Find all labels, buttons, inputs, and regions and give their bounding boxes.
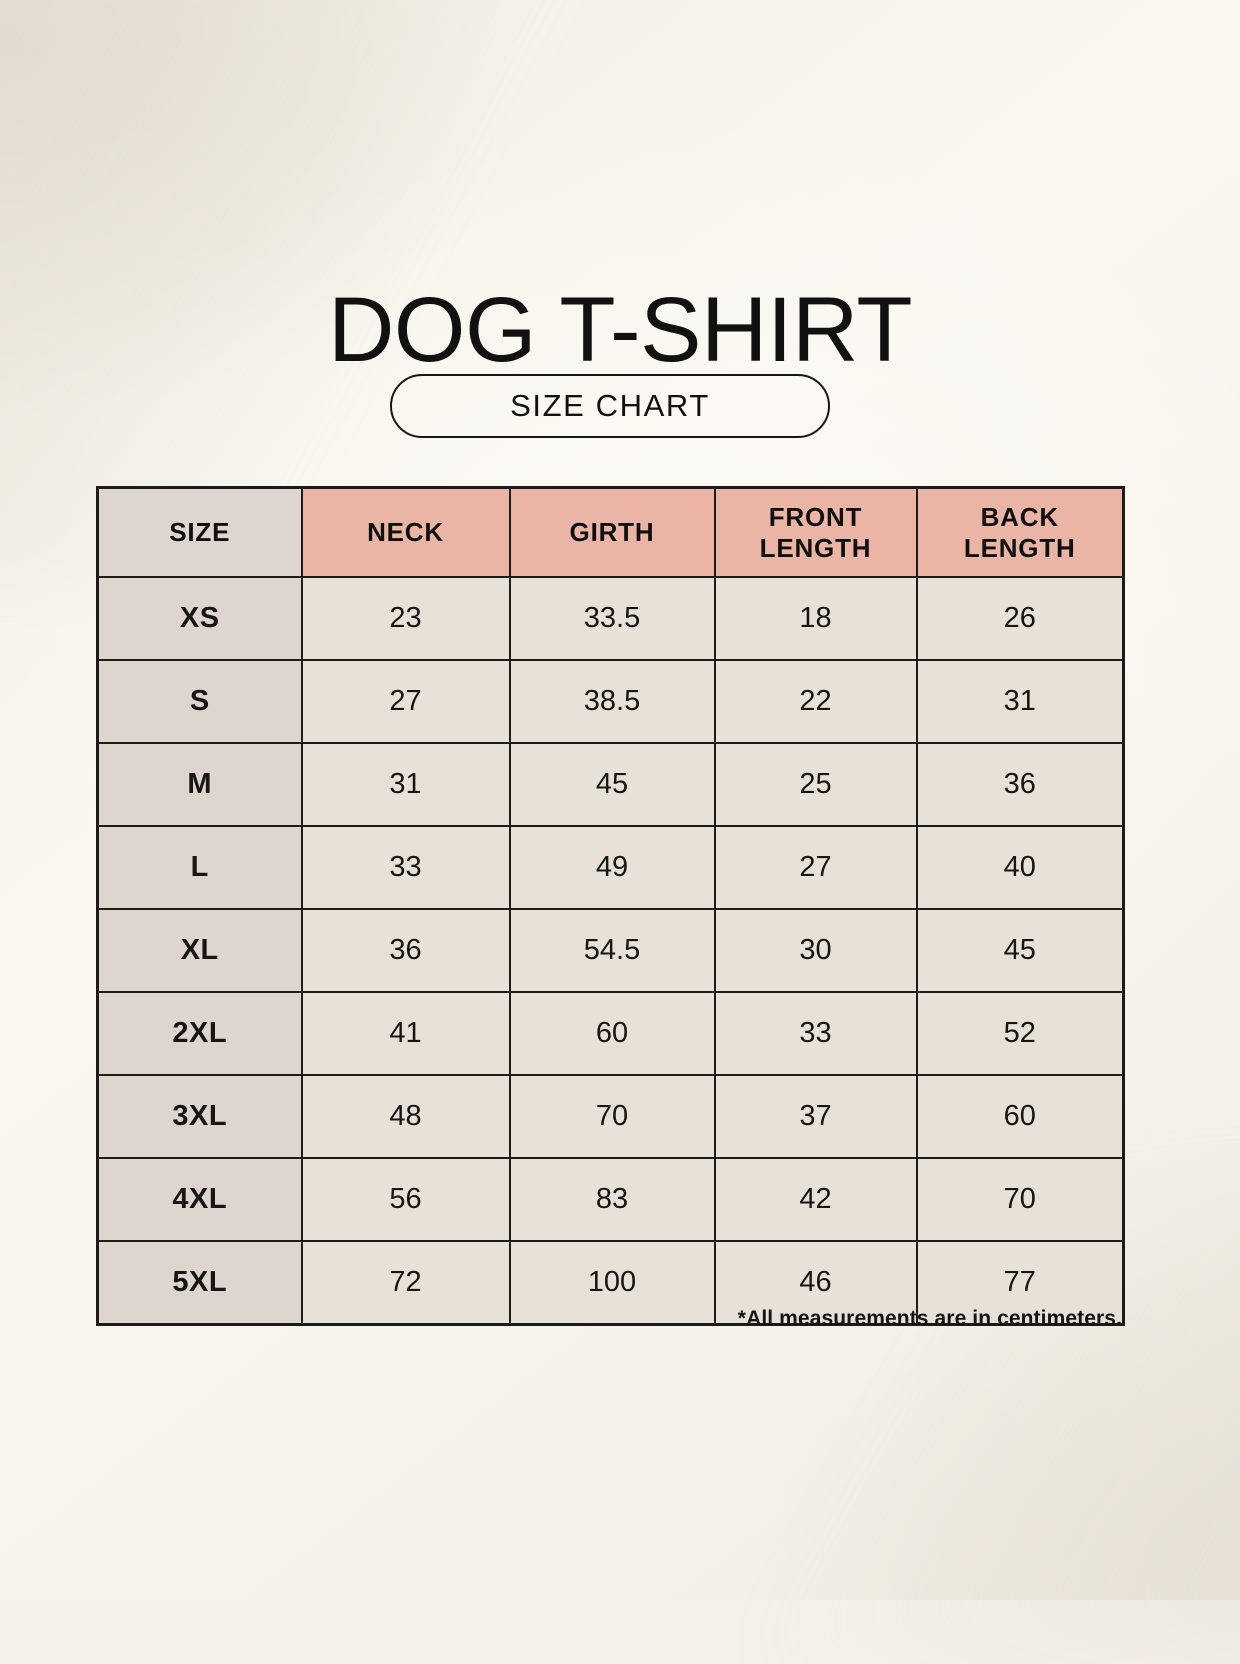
table-row: M 31 45 25 36: [96, 742, 1125, 827]
cell-size: 4XL: [96, 1157, 303, 1242]
table-row: 2XL 41 60 33 52: [96, 991, 1125, 1076]
cell-back-length: 40: [915, 825, 1125, 910]
column-header-front-length-line2: LENGTH: [759, 532, 872, 563]
table-row: XS 23 33.5 18 26: [96, 576, 1125, 661]
column-header-back-length: BACK LENGTH: [915, 486, 1125, 578]
cell-neck: 31: [300, 742, 511, 827]
cell-back-length: 77: [915, 1240, 1125, 1326]
size-chart-badge-label: SIZE CHART: [510, 388, 710, 423]
cell-size: XL: [96, 908, 303, 993]
cell-girth: 100: [508, 1240, 716, 1326]
cell-front-length: 30: [713, 908, 918, 993]
cell-neck: 27: [300, 659, 511, 744]
cell-back-length: 26: [915, 576, 1125, 661]
cell-girth: 70: [508, 1074, 716, 1159]
table-header-row: SIZE NECK GIRTH FRONT LENGTH BACK LENGTH: [96, 486, 1125, 578]
cell-front-length: 42: [713, 1157, 918, 1242]
column-header-back-length-line1: BACK: [980, 501, 1059, 532]
cell-front-length: 33: [713, 991, 918, 1076]
cell-neck: 36: [300, 908, 511, 993]
size-table-body: XS 23 33.5 18 26 S 27 38.5 22 31 M 31 45: [96, 576, 1125, 1326]
column-header-front-length: FRONT LENGTH: [713, 486, 918, 578]
cell-size: 5XL: [96, 1240, 303, 1326]
cell-size: XS: [96, 576, 303, 661]
cell-girth: 83: [508, 1157, 716, 1242]
cell-size: L: [96, 825, 303, 910]
cell-girth: 38.5: [508, 659, 716, 744]
cell-back-length: 52: [915, 991, 1125, 1076]
measurement-units-note: *All measurements are in centimeters.: [737, 1307, 1122, 1330]
size-chart-badge: SIZE CHART: [390, 374, 830, 438]
page-title: DOG T-SHIRT: [327, 278, 913, 381]
column-header-girth: GIRTH: [508, 486, 716, 578]
table-row: L 33 49 27 40: [96, 825, 1125, 910]
cell-size: M: [96, 742, 303, 827]
cell-girth: 54.5: [508, 908, 716, 993]
cell-girth: 60: [508, 991, 716, 1076]
cell-girth: 45: [508, 742, 716, 827]
cell-front-length: 25: [713, 742, 918, 827]
size-table: SIZE NECK GIRTH FRONT LENGTH BACK LENGTH: [96, 486, 1125, 1326]
cell-neck: 23: [300, 576, 511, 661]
cell-girth: 49: [508, 825, 716, 910]
column-header-neck: NECK: [300, 486, 511, 578]
cell-size: 2XL: [96, 991, 303, 1076]
column-header-neck-line1: NECK: [367, 517, 444, 548]
cell-size: S: [96, 659, 303, 744]
cell-girth: 33.5: [508, 576, 716, 661]
column-header-back-length-line2: LENGTH: [963, 532, 1076, 563]
cell-back-length: 45: [915, 908, 1125, 993]
cell-front-length: 46: [713, 1240, 918, 1326]
table-row: 5XL 72 100 46 77: [96, 1240, 1125, 1326]
table-row: 3XL 48 70 37 60: [96, 1074, 1125, 1159]
cell-neck: 33: [300, 825, 511, 910]
cell-back-length: 31: [915, 659, 1125, 744]
cell-front-length: 37: [713, 1074, 918, 1159]
cell-front-length: 27: [713, 825, 918, 910]
column-header-size-line1: SIZE: [169, 517, 231, 548]
column-header-girth-line1: GIRTH: [569, 517, 655, 548]
size-table-head: SIZE NECK GIRTH FRONT LENGTH BACK LENGTH: [96, 486, 1125, 578]
cell-neck: 41: [300, 991, 511, 1076]
table-row: S 27 38.5 22 31: [96, 659, 1125, 744]
cell-back-length: 60: [915, 1074, 1125, 1159]
cell-front-length: 18: [713, 576, 918, 661]
column-header-size: SIZE: [96, 486, 303, 578]
cell-back-length: 70: [915, 1157, 1125, 1242]
table-row: XL 36 54.5 30 45: [96, 908, 1125, 993]
cell-neck: 56: [300, 1157, 511, 1242]
cell-front-length: 22: [713, 659, 918, 744]
cell-neck: 72: [300, 1240, 511, 1326]
cell-neck: 48: [300, 1074, 511, 1159]
cell-size: 3XL: [96, 1074, 303, 1159]
cell-back-length: 36: [915, 742, 1125, 827]
table-row: 4XL 56 83 42 70: [96, 1157, 1125, 1242]
size-table-container: SIZE NECK GIRTH FRONT LENGTH BACK LENGTH: [96, 486, 1125, 1326]
column-header-front-length-line1: FRONT: [768, 501, 863, 532]
